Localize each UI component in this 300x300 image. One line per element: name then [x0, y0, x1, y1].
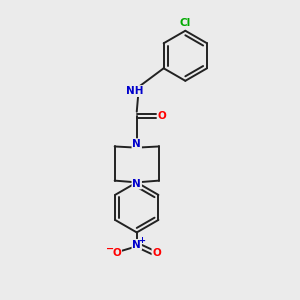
Text: O: O	[152, 248, 161, 258]
Text: O: O	[112, 248, 121, 258]
Text: −: −	[106, 244, 114, 254]
Text: N: N	[132, 139, 141, 149]
Text: Cl: Cl	[180, 17, 191, 28]
Text: NH: NH	[126, 86, 143, 96]
Text: +: +	[138, 236, 145, 245]
Text: H: H	[127, 86, 135, 96]
Text: N: N	[135, 86, 143, 96]
Text: N: N	[132, 178, 141, 189]
Text: N: N	[132, 240, 141, 250]
Text: O: O	[158, 111, 167, 121]
